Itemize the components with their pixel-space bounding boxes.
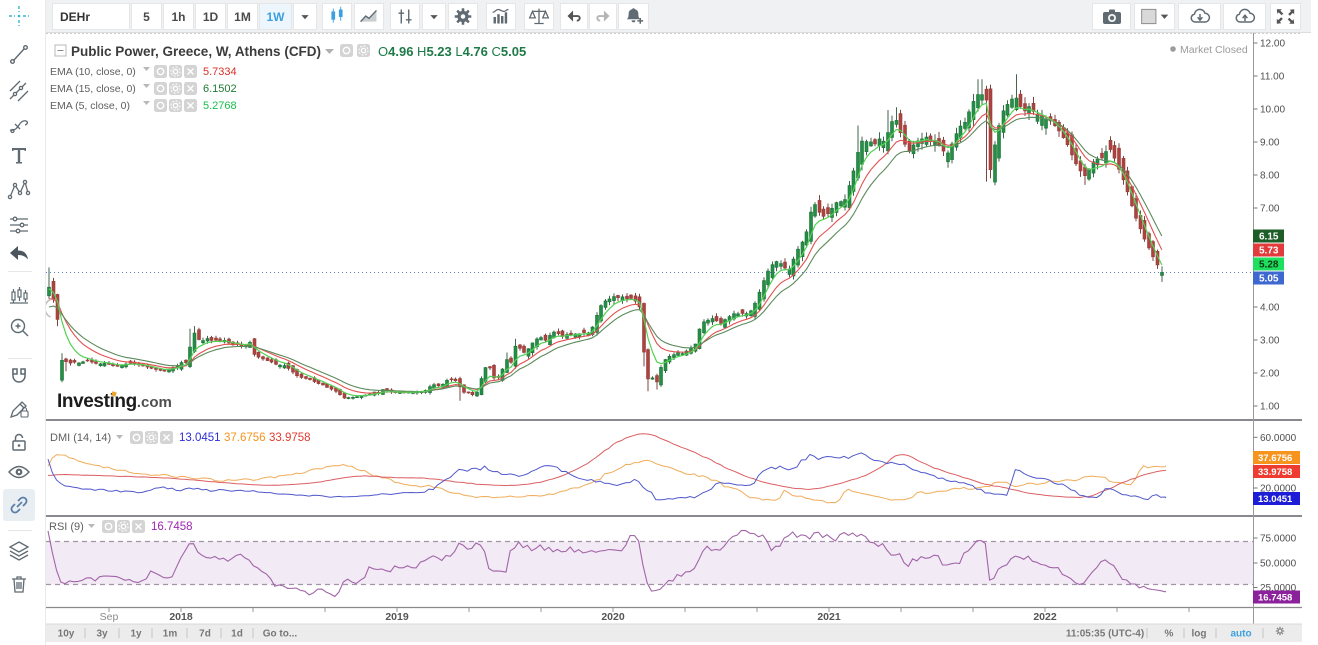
- svg-text:5.28: 5.28: [1259, 259, 1279, 270]
- svg-text:2021: 2021: [817, 611, 841, 623]
- svg-text:2019: 2019: [385, 611, 409, 623]
- svg-text:13.0451: 13.0451: [179, 432, 221, 444]
- svg-text:5.2768: 5.2768: [203, 100, 237, 112]
- svg-text:2018: 2018: [169, 611, 193, 623]
- svg-text:Market Closed: Market Closed: [1180, 44, 1248, 56]
- svg-text:RSI (9): RSI (9): [49, 521, 84, 533]
- svg-text:3y: 3y: [96, 629, 108, 640]
- svg-text:Investing.com: Investing.com: [57, 391, 172, 412]
- svg-text:2.00: 2.00: [1260, 369, 1280, 380]
- svg-text:9.00: 9.00: [1260, 138, 1280, 149]
- svg-text:10y: 10y: [58, 629, 75, 640]
- svg-text:2020: 2020: [601, 611, 625, 623]
- svg-text:11.00: 11.00: [1260, 72, 1285, 83]
- svg-text:7.00: 7.00: [1260, 204, 1280, 215]
- svg-text:O4.96 H5.23 L4.76 C5.05: O4.96 H5.23 L4.76 C5.05: [378, 44, 526, 59]
- svg-text:10.00: 10.00: [1260, 105, 1285, 116]
- svg-text:60.0000: 60.0000: [1260, 433, 1297, 444]
- svg-text:EMA (5, close, 0): EMA (5, close, 0): [50, 100, 130, 112]
- svg-text:8.00: 8.00: [1260, 171, 1280, 182]
- svg-text:75.0000: 75.0000: [1260, 534, 1297, 545]
- svg-text:2022: 2022: [1033, 611, 1057, 623]
- svg-text:16.7458: 16.7458: [1258, 593, 1292, 604]
- svg-text:13.0451: 13.0451: [1258, 494, 1293, 505]
- svg-text:6.1502: 6.1502: [203, 83, 237, 95]
- svg-text:50.0000: 50.0000: [1260, 559, 1297, 570]
- svg-text:1d: 1d: [231, 629, 243, 640]
- svg-text:12.00: 12.00: [1260, 39, 1285, 50]
- svg-text:auto: auto: [1230, 629, 1251, 640]
- svg-text:33.9758: 33.9758: [269, 432, 311, 444]
- svg-text:3.00: 3.00: [1260, 336, 1280, 347]
- svg-text:EMA (15, close, 0): EMA (15, close, 0): [50, 83, 136, 95]
- svg-text:5.05: 5.05: [1259, 273, 1279, 284]
- svg-text:37.6756: 37.6756: [1258, 453, 1292, 464]
- svg-text:Public Power, Greece, W, Athen: Public Power, Greece, W, Athens (CFD): [71, 44, 321, 59]
- svg-text:1y: 1y: [130, 629, 142, 640]
- svg-text:20.0000: 20.0000: [1260, 484, 1297, 495]
- svg-text:%: %: [1165, 629, 1174, 640]
- svg-text:1m: 1m: [163, 629, 178, 640]
- svg-text:33.9758: 33.9758: [1258, 467, 1292, 478]
- svg-text:5.73: 5.73: [1259, 245, 1279, 256]
- svg-text:Sep: Sep: [100, 611, 119, 623]
- svg-text:log: log: [1192, 629, 1207, 640]
- svg-text:5.7334: 5.7334: [203, 66, 237, 78]
- svg-text:DMI (14, 14): DMI (14, 14): [50, 432, 111, 444]
- svg-text:7d: 7d: [199, 629, 211, 640]
- svg-text:4.00: 4.00: [1260, 303, 1280, 314]
- svg-text:EMA (10, close, 0): EMA (10, close, 0): [50, 66, 136, 78]
- svg-text:16.7458: 16.7458: [151, 521, 193, 533]
- svg-text:1.00: 1.00: [1260, 402, 1280, 413]
- svg-text:11:05:35 (UTC-4): 11:05:35 (UTC-4): [1066, 629, 1144, 640]
- svg-text:25.0000: 25.0000: [1260, 583, 1297, 594]
- svg-text:6.15: 6.15: [1259, 231, 1279, 242]
- svg-text:37.6756: 37.6756: [224, 432, 266, 444]
- svg-text:Go to...: Go to...: [263, 629, 298, 640]
